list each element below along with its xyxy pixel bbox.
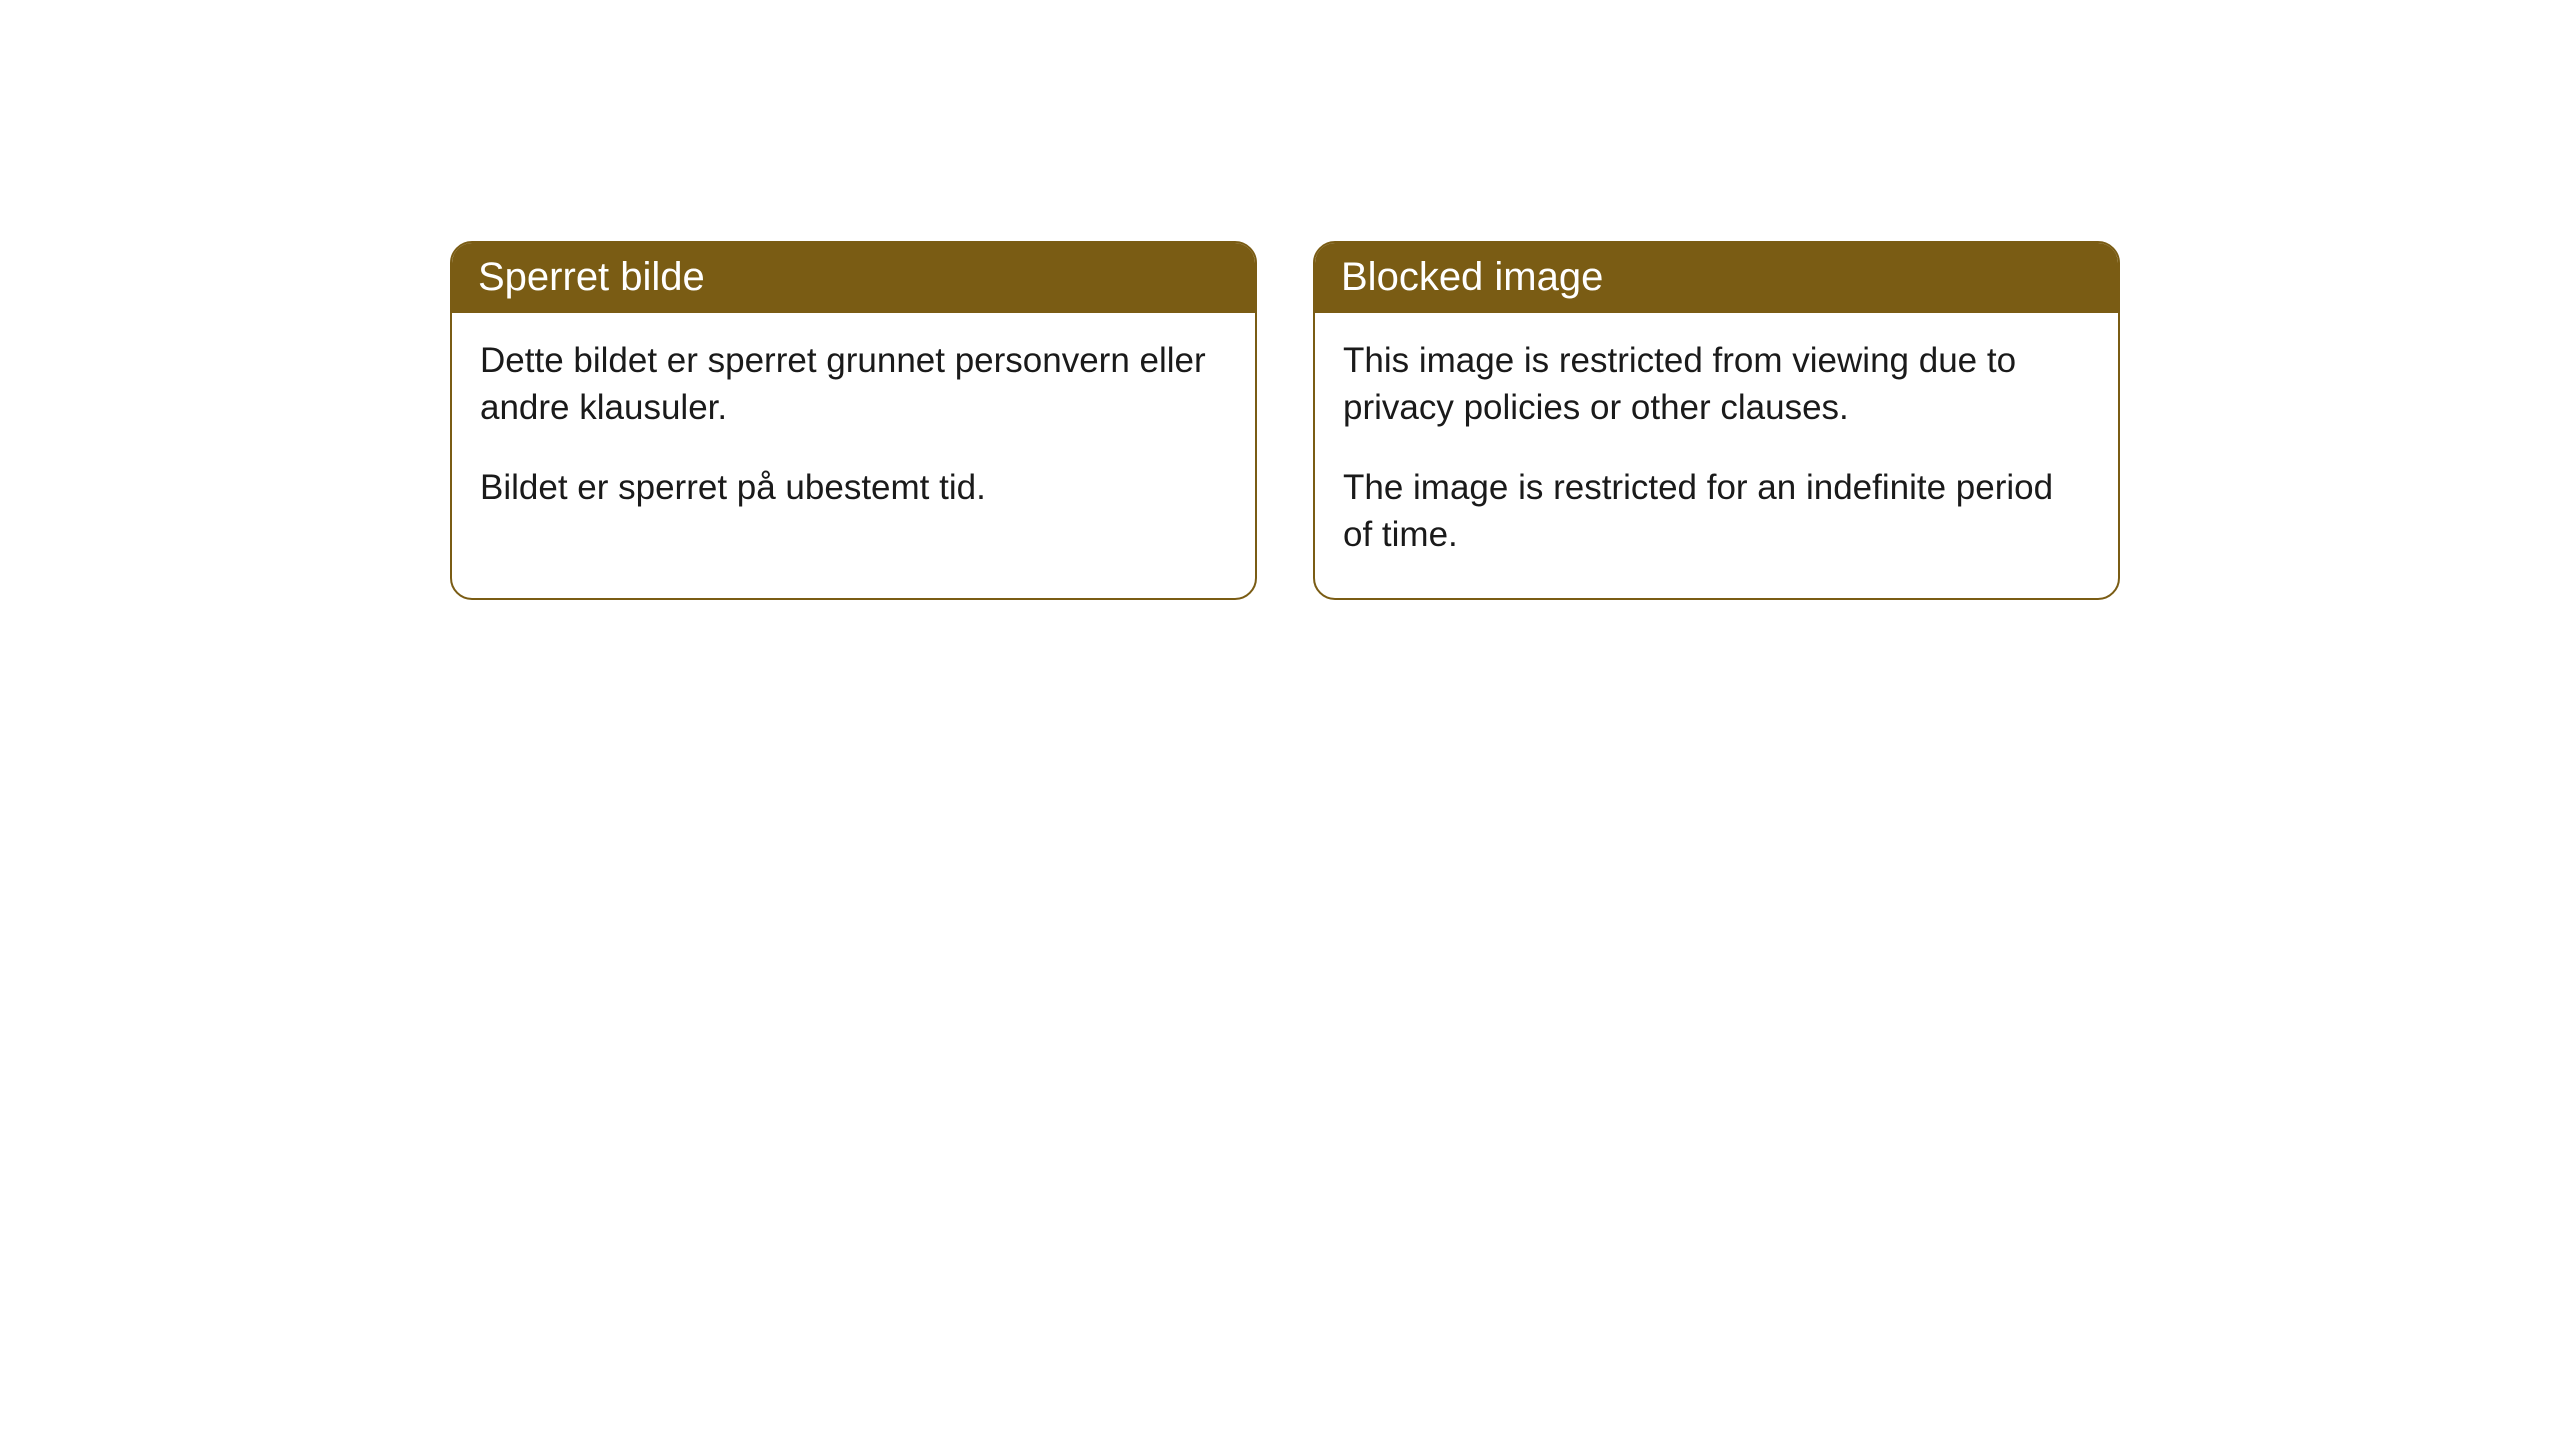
card-body-english: This image is restricted from viewing du… xyxy=(1315,313,2118,598)
card-text-english-1: This image is restricted from viewing du… xyxy=(1343,337,2090,432)
notice-container: Sperret bilde Dette bildet er sperret gr… xyxy=(450,241,2120,600)
card-text-norwegian-2: Bildet er sperret på ubestemt tid. xyxy=(480,464,1227,511)
card-body-norwegian: Dette bildet er sperret grunnet personve… xyxy=(452,313,1255,551)
card-header-english: Blocked image xyxy=(1315,243,2118,313)
blocked-image-card-norwegian: Sperret bilde Dette bildet er sperret gr… xyxy=(450,241,1257,600)
card-text-english-2: The image is restricted for an indefinit… xyxy=(1343,464,2090,559)
blocked-image-card-english: Blocked image This image is restricted f… xyxy=(1313,241,2120,600)
card-header-norwegian: Sperret bilde xyxy=(452,243,1255,313)
card-text-norwegian-1: Dette bildet er sperret grunnet personve… xyxy=(480,337,1227,432)
